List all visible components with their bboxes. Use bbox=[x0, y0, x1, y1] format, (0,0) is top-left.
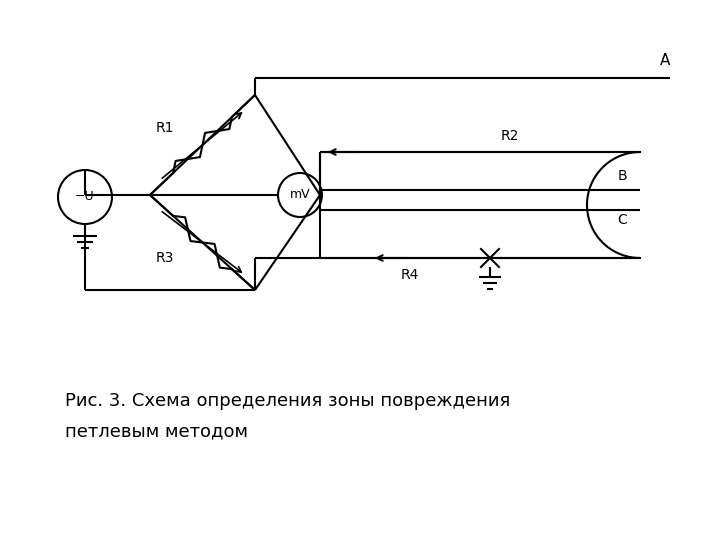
Text: R2: R2 bbox=[501, 129, 519, 143]
Text: петлевым методом: петлевым методом bbox=[65, 422, 248, 440]
Circle shape bbox=[58, 170, 112, 224]
Text: B: B bbox=[617, 169, 627, 183]
Text: A: A bbox=[660, 53, 670, 68]
Text: Рис. 3. Схема определения зоны повреждения: Рис. 3. Схема определения зоны поврежден… bbox=[65, 392, 510, 410]
Text: −U: −U bbox=[75, 191, 95, 204]
Circle shape bbox=[278, 173, 322, 217]
Text: R3: R3 bbox=[156, 251, 174, 265]
Text: mV: mV bbox=[289, 188, 310, 201]
Text: R1: R1 bbox=[156, 121, 174, 135]
Text: C: C bbox=[617, 213, 627, 227]
Text: R4: R4 bbox=[401, 268, 419, 282]
